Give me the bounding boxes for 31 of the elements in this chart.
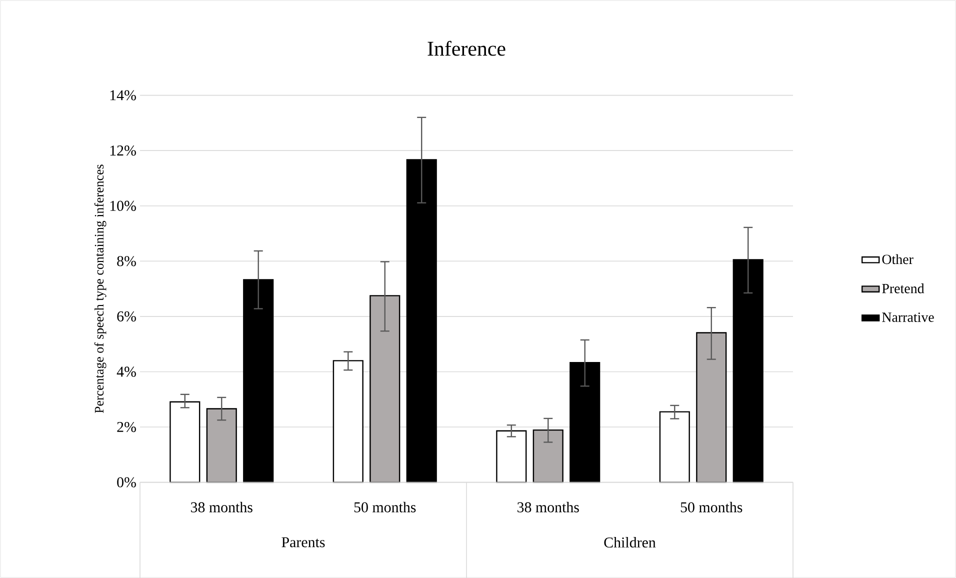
y-tick-label: 8% <box>117 256 136 266</box>
y-axis-title: Percentage of speech type containing inferences <box>94 164 106 414</box>
bar <box>170 401 200 483</box>
x-tick-label: 50 months <box>680 502 742 512</box>
bar <box>570 362 600 483</box>
legend-label: Pretend <box>882 283 924 294</box>
y-tick-label: 6% <box>117 311 136 322</box>
x-tick-label: 50 months <box>354 502 416 512</box>
x-tick-label: 38 months <box>191 502 252 512</box>
y-tick-label: 2% <box>117 422 136 432</box>
y-tick-label: 10% <box>110 200 136 211</box>
x-tick-label: 38 months <box>518 502 579 512</box>
bar <box>332 360 364 483</box>
y-tick-label: 14% <box>110 90 136 100</box>
legend-label: Narrative <box>882 312 934 322</box>
bar <box>696 332 727 483</box>
y-tick-label: 12% <box>110 146 136 156</box>
bar <box>243 279 274 483</box>
bar <box>370 295 400 483</box>
chart-title: Inference <box>428 40 506 56</box>
bar <box>532 429 564 483</box>
text: Parents <box>282 537 325 548</box>
bar <box>406 159 437 483</box>
bar <box>732 259 764 483</box>
bar <box>659 411 690 483</box>
y-tick-label: 4% <box>116 366 136 377</box>
y-tick-label: 0% <box>117 477 136 488</box>
legend-label: Other <box>882 254 914 264</box>
bar <box>206 408 237 483</box>
text: Children <box>604 537 656 548</box>
bar <box>496 430 527 483</box>
